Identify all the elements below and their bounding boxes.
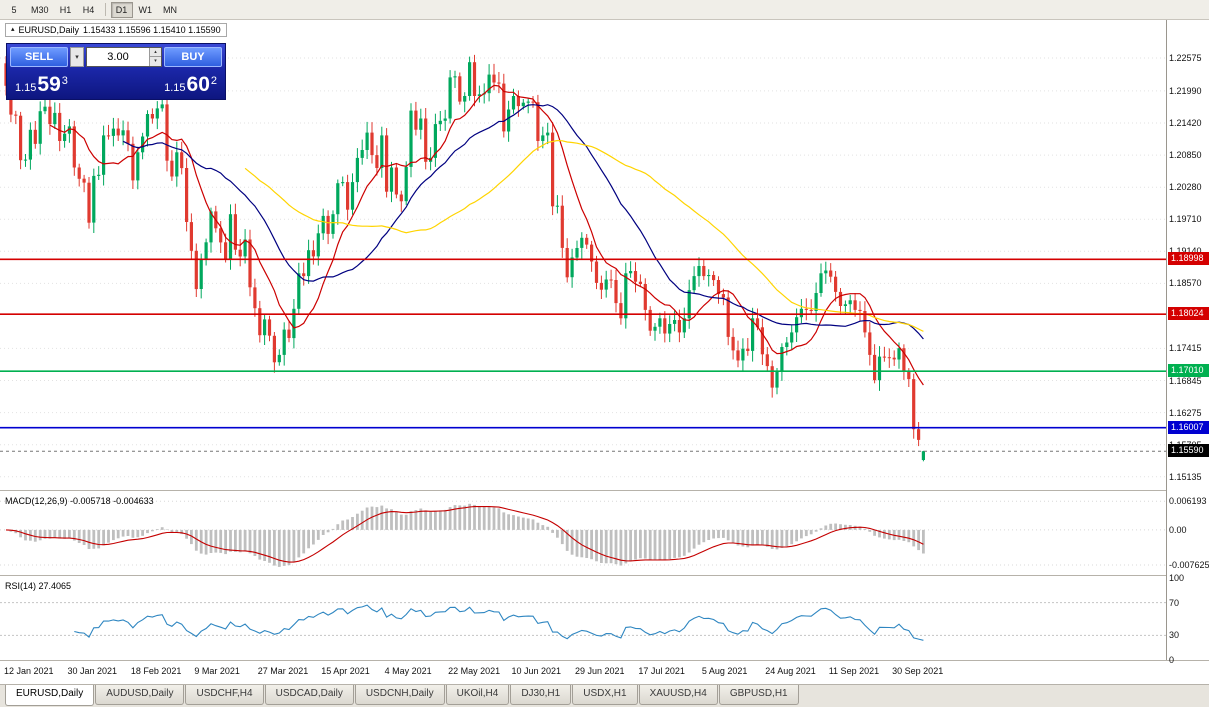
chart-tab-audusd-daily[interactable]: AUDUSD,Daily	[95, 685, 185, 705]
price-axis-label: 1.22575	[1169, 52, 1202, 63]
bid-price-small: 1.15	[15, 82, 37, 94]
chart-tab-usdchf-h4[interactable]: USDCHF,H4	[185, 685, 264, 705]
price-axis-label: 1.21420	[1169, 118, 1202, 128]
bid-price: 1.15 59 3	[15, 73, 68, 96]
dropdown-arrow-icon: ▾	[75, 53, 79, 61]
macd-axis-label: 0.006193	[1169, 496, 1207, 507]
trade-controls-row: SELL ▾ ▴ ▾ BUY	[7, 44, 225, 69]
price-axis-label: 1.19710	[1169, 214, 1202, 225]
pane-separator[interactable]	[0, 575, 1209, 578]
timeframe-button-d1[interactable]: D1	[110, 1, 133, 18]
price-axis-label: 1.17415	[1169, 343, 1202, 354]
chart-tab-usdcnh-daily[interactable]: USDCNH,Daily	[354, 685, 445, 705]
spin-up-button[interactable]: ▴	[150, 47, 161, 57]
time-axis-label: 24 Aug 2021	[765, 666, 816, 676]
time-axis-label: 18 Feb 2021	[130, 666, 182, 676]
bid-price-sup: 3	[61, 75, 68, 87]
chart-tab-gbpusd-h1[interactable]: GBPUSD,H1	[718, 685, 799, 705]
time-axis-label: 5 Aug 2021	[701, 666, 748, 676]
time-axis-label: 27 Mar 2021	[257, 666, 309, 676]
time-axis-label: 12 Jan 2021	[4, 666, 54, 676]
price-axis-label: 1.20280	[1169, 182, 1202, 193]
chart-tab-xauusd-h4[interactable]: XAUUSD,H4	[638, 685, 718, 705]
price-level-tag: 1.16007	[1168, 420, 1209, 434]
time-axis-label: 15 Apr 2021	[321, 666, 370, 676]
price-axis-label: 1.16275	[1169, 407, 1202, 418]
rsi-indicator-label: RSI(14) 27.4065	[5, 581, 71, 591]
volume-stepper: ▴ ▾	[149, 47, 161, 66]
collapse-panel-icon[interactable]: ▴	[11, 26, 15, 33]
rsi-value: 27.4065	[38, 581, 72, 591]
chart-symbol-label: EURUSD,Daily	[18, 25, 80, 35]
time-axis-label: 17 Jul 2021	[638, 666, 685, 676]
volume-control: ▴ ▾	[86, 46, 162, 67]
time-axis-label: 30 Jan 2021	[67, 666, 117, 676]
price-axis-label: 1.15135	[1169, 471, 1202, 482]
chart-tab-usdx-h1[interactable]: USDX,H1	[572, 685, 638, 705]
time-axis-label: 22 May 2021	[448, 666, 501, 676]
time-axis-label: 29 Jun 2021	[574, 666, 625, 676]
ask-price-big: 60	[186, 73, 210, 96]
chart-tab-eurusd-daily[interactable]: EURUSD,Daily	[5, 685, 95, 706]
timeframe-button-m30[interactable]: M30	[31, 4, 49, 15]
macd-name: MACD(12,26,9)	[5, 496, 68, 506]
timeframe-button-h1[interactable]: H1	[59, 4, 72, 15]
macd-values: -0.005718 -0.004633	[70, 496, 154, 506]
price-axis-label: 1.16845	[1169, 375, 1202, 386]
rsi-pane[interactable]	[0, 578, 1166, 660]
volume-input[interactable]	[87, 47, 149, 66]
chart-tab-dj30-h1[interactable]: DJ30,H1	[510, 685, 572, 705]
ask-price-small: 1.15	[164, 82, 186, 94]
chart-tabs-bar: EURUSD,Daily AUDUSD,Daily USDCHF,H4 USDCAD,…	[0, 684, 1209, 707]
spin-down-button[interactable]: ▾	[150, 57, 161, 66]
time-axis-label: 30 Sep 2021	[892, 666, 944, 676]
price-level-tag: 1.17010	[1168, 364, 1209, 378]
timeframe-button-w1[interactable]: W1	[138, 4, 153, 15]
ask-price-sup: 2	[210, 75, 217, 87]
chart-tab-usdcad-daily[interactable]: USDCAD,Daily	[264, 685, 354, 705]
toolbar-separator	[104, 3, 106, 16]
chart-ohlc-header: ▴ EURUSD,Daily 1.15433 1.15596 1.15410 1…	[5, 23, 227, 37]
macd-pane[interactable]	[0, 493, 1166, 575]
sell-button[interactable]: SELL	[10, 46, 68, 67]
rsi-axis-label: 30	[1169, 630, 1180, 641]
time-axis-label: 11 Sep 2021	[828, 666, 880, 676]
macd-indicator-label: MACD(12,26,9) -0.005718 -0.004633	[5, 496, 154, 506]
timeframe-button-5[interactable]: 5	[11, 4, 17, 15]
time-axis-label: 4 May 2021	[384, 666, 432, 676]
quotes-row: 1.15 59 3 1.15 60 2	[7, 69, 225, 99]
ask-price: 1.15 60 2	[164, 73, 217, 96]
buy-button[interactable]: BUY	[164, 46, 222, 67]
macd-axis-label: -0.007625	[1169, 559, 1209, 570]
timeframe-toolbar: 5 M30 H1 H4 D1 W1 MN	[0, 0, 1209, 20]
macd-axis-label: 0.00	[1169, 524, 1187, 535]
current-price-tag: 1.15590	[1168, 444, 1209, 458]
price-axis-label: 1.18570	[1169, 278, 1202, 289]
price-level-tag: 1.18024	[1168, 307, 1209, 321]
price-level-tag: 1.18998	[1168, 252, 1209, 266]
rsi-axis-label: 0	[1169, 655, 1175, 665]
time-axis-label: 9 Mar 2021	[194, 666, 240, 676]
rsi-axis-label: 100	[1169, 573, 1185, 583]
time-axis-label: 10 Jun 2021	[511, 666, 562, 676]
rsi-axis-label: 70	[1169, 597, 1180, 608]
rsi-name: RSI(14)	[5, 581, 37, 591]
price-axis-label: 1.20850	[1169, 150, 1202, 161]
one-click-trading-panel: SELL ▾ ▴ ▾ BUY 1.15 59 3	[6, 43, 226, 100]
price-axis-label: 1.21990	[1169, 85, 1202, 96]
volume-dropdown-button[interactable]: ▾	[70, 46, 84, 67]
chart-ohlc-values: 1.15433 1.15596 1.15410 1.15590	[83, 25, 221, 35]
chart-tab-ukoil-h4[interactable]: UKOil,H4	[445, 685, 510, 705]
pane-separator[interactable]	[0, 490, 1209, 493]
chart-window[interactable]: 12 Jan 2021 30 Jan 2021 18 Feb 2021 9 Mar 2…	[0, 20, 1209, 684]
time-axis[interactable]: 12 Jan 2021 30 Jan 2021 18 Feb 2021 9 Mar 2…	[0, 660, 1209, 684]
timeframe-button-h4[interactable]: H4	[82, 4, 95, 15]
bid-price-big: 59	[37, 73, 61, 96]
price-axis-label: 1.19140	[1169, 246, 1202, 257]
price-axis[interactable]: 1.22575 1.21990 1.21420 1.20850 1.20280 1.197…	[1166, 20, 1209, 665]
timeframe-button-mn[interactable]: MN	[163, 4, 178, 15]
